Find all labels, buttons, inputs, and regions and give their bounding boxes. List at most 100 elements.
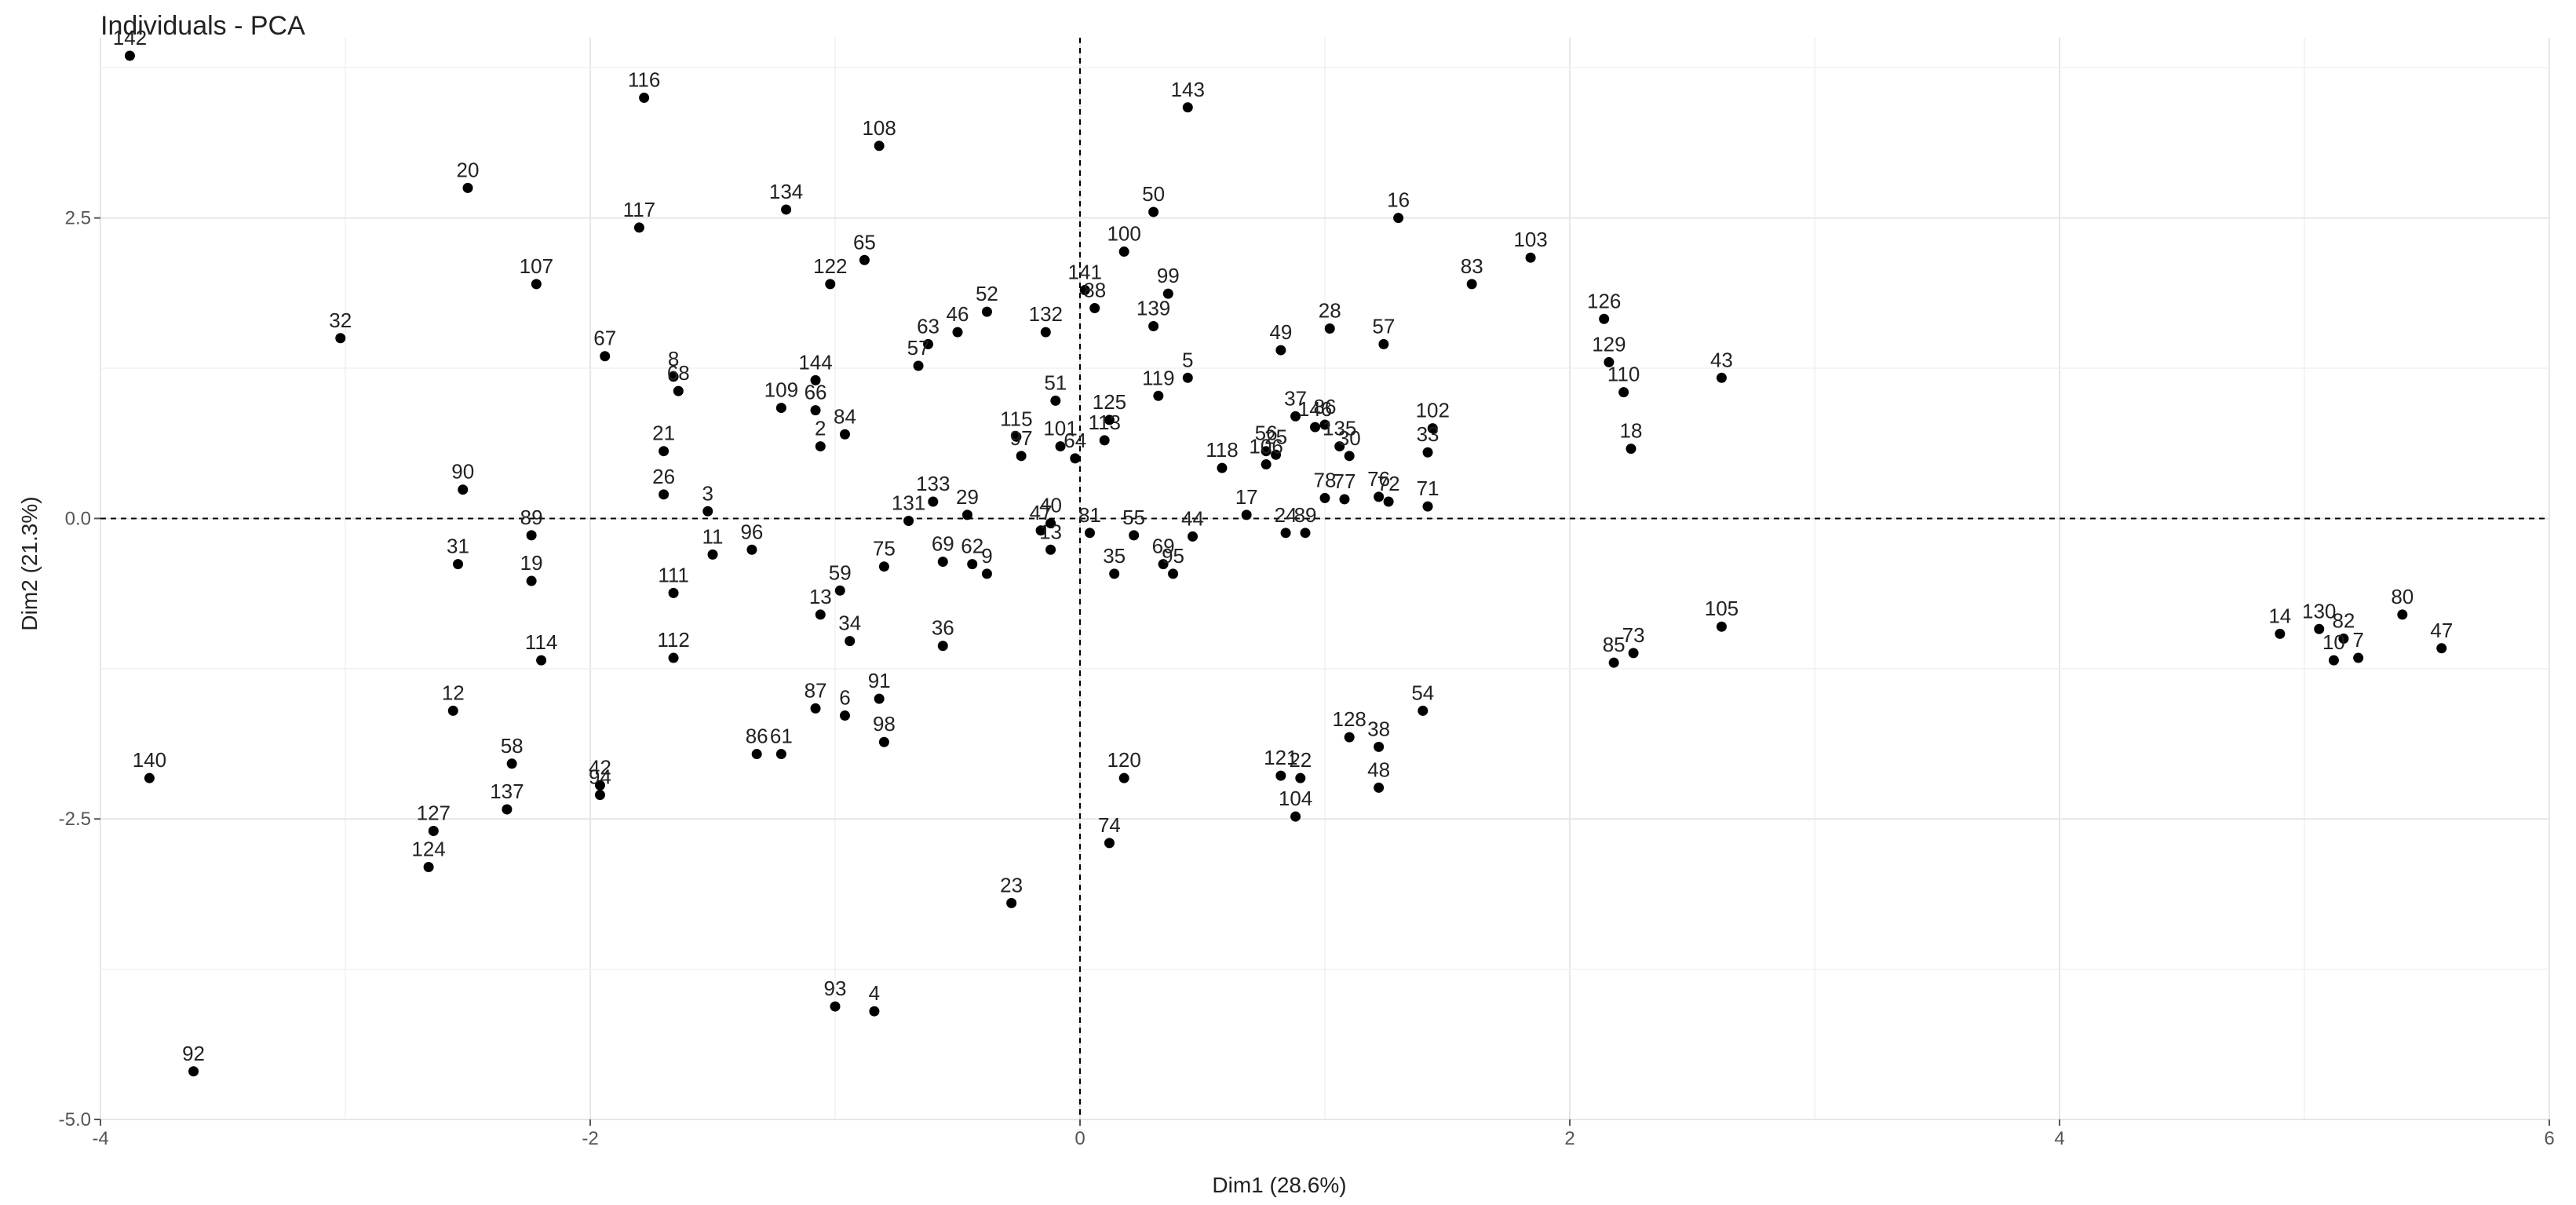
data-point (1011, 431, 1022, 442)
data-point-label: 20 (457, 158, 480, 181)
data-point (781, 204, 792, 215)
data-point-label: 91 (868, 669, 891, 692)
data-point-label: 106 (1249, 435, 1283, 458)
data-point-label: 38 (1367, 717, 1390, 740)
data-point (775, 749, 786, 760)
data-point (1148, 206, 1159, 217)
data-point (1129, 530, 1140, 541)
data-point-label: 33 (1417, 422, 1439, 446)
data-point (1040, 327, 1051, 338)
y-tick-label: 0.0 (65, 508, 91, 529)
data-point (1153, 390, 1164, 401)
chart-title: Individuals - PCA (100, 11, 305, 41)
data-point-label: 47 (2430, 619, 2453, 642)
data-point-label: 81 (1078, 503, 1101, 527)
data-point-label: 13 (809, 585, 832, 608)
data-point-label: 89 (520, 506, 543, 529)
data-point-label: 34 (838, 612, 861, 635)
data-point-label: 13 (1039, 520, 1062, 543)
data-point (1319, 492, 1330, 503)
data-point (1628, 648, 1639, 659)
data-point (1422, 447, 1433, 458)
data-point (839, 710, 850, 721)
data-point (825, 279, 836, 290)
data-point-label: 66 (805, 381, 827, 404)
data-point (1716, 621, 1727, 632)
data-point-label: 117 (623, 198, 655, 221)
data-point (1608, 657, 1619, 668)
data-point-label: 122 (813, 254, 847, 278)
data-point-label: 115 (1000, 407, 1032, 430)
data-point (1217, 462, 1228, 473)
data-point-label: 76 (1367, 467, 1390, 491)
data-point-label: 4 (869, 981, 880, 1005)
data-point-label: 97 (1010, 426, 1033, 450)
data-point (937, 557, 948, 568)
data-point-label: 42 (589, 755, 611, 779)
data-point-label: 69 (1152, 535, 1175, 558)
data-point (1344, 451, 1355, 462)
data-point-label: 144 (798, 350, 832, 374)
data-point (1290, 411, 1301, 422)
data-point-label: 86 (1314, 395, 1337, 418)
data-point (1383, 496, 1394, 507)
x-axis-label: Dim1 (28.6%) (1212, 1173, 1347, 1197)
data-point-label: 88 (1083, 279, 1106, 302)
data-point (668, 587, 679, 598)
data-point-label: 43 (1710, 348, 1733, 371)
data-point-label: 105 (1705, 597, 1739, 620)
data-point (531, 279, 542, 290)
data-point (913, 360, 924, 371)
data-point-label: 100 (1107, 222, 1140, 246)
data-point (1466, 279, 1477, 290)
data-point (1104, 838, 1115, 849)
data-point-label: 49 (1269, 320, 1292, 344)
data-point (869, 1006, 880, 1017)
data-point (1099, 435, 1110, 446)
data-point (1079, 285, 1090, 296)
data-point (1006, 897, 1017, 908)
data-point-label: 131 (892, 491, 925, 515)
data-point (810, 405, 821, 416)
data-point-label: 29 (956, 485, 979, 509)
data-point (1162, 288, 1173, 299)
data-point (1109, 568, 1120, 579)
data-point (673, 385, 684, 396)
data-point (1104, 414, 1115, 425)
data-point (1261, 446, 1272, 457)
data-point-label: 52 (976, 282, 998, 305)
y-tick-label: 2.5 (65, 208, 91, 229)
data-point-label: 112 (657, 628, 689, 652)
data-point (1300, 528, 1311, 539)
data-point (462, 182, 473, 193)
data-point-label: 108 (862, 116, 896, 140)
data-point-label: 92 (182, 1042, 205, 1065)
data-point (1158, 559, 1169, 570)
x-tick-label: -4 (92, 1128, 108, 1149)
data-point (124, 50, 135, 61)
data-point-label: 74 (1098, 813, 1121, 837)
data-point (961, 509, 972, 520)
data-point-label: 118 (1206, 438, 1238, 462)
data-point-label: 9 (981, 544, 992, 568)
data-point-label: 141 (1068, 261, 1102, 284)
data-point-label: 127 (417, 802, 451, 825)
data-point (639, 93, 650, 104)
data-point (2275, 628, 2286, 639)
data-point-label: 54 (1411, 681, 1434, 704)
data-point (981, 568, 992, 579)
data-point (702, 506, 713, 517)
data-point (834, 585, 845, 596)
data-point-label: 133 (916, 472, 950, 495)
data-point (981, 306, 992, 317)
data-point-label: 143 (1171, 78, 1205, 101)
data-point-label: 120 (1107, 748, 1140, 772)
data-point-label: 142 (113, 26, 147, 49)
data-point (659, 446, 670, 457)
data-point-label: 26 (652, 465, 675, 488)
data-point-label: 104 (1279, 787, 1312, 810)
data-point-label: 62 (961, 535, 983, 558)
data-point (668, 371, 679, 382)
data-point (1261, 459, 1272, 470)
